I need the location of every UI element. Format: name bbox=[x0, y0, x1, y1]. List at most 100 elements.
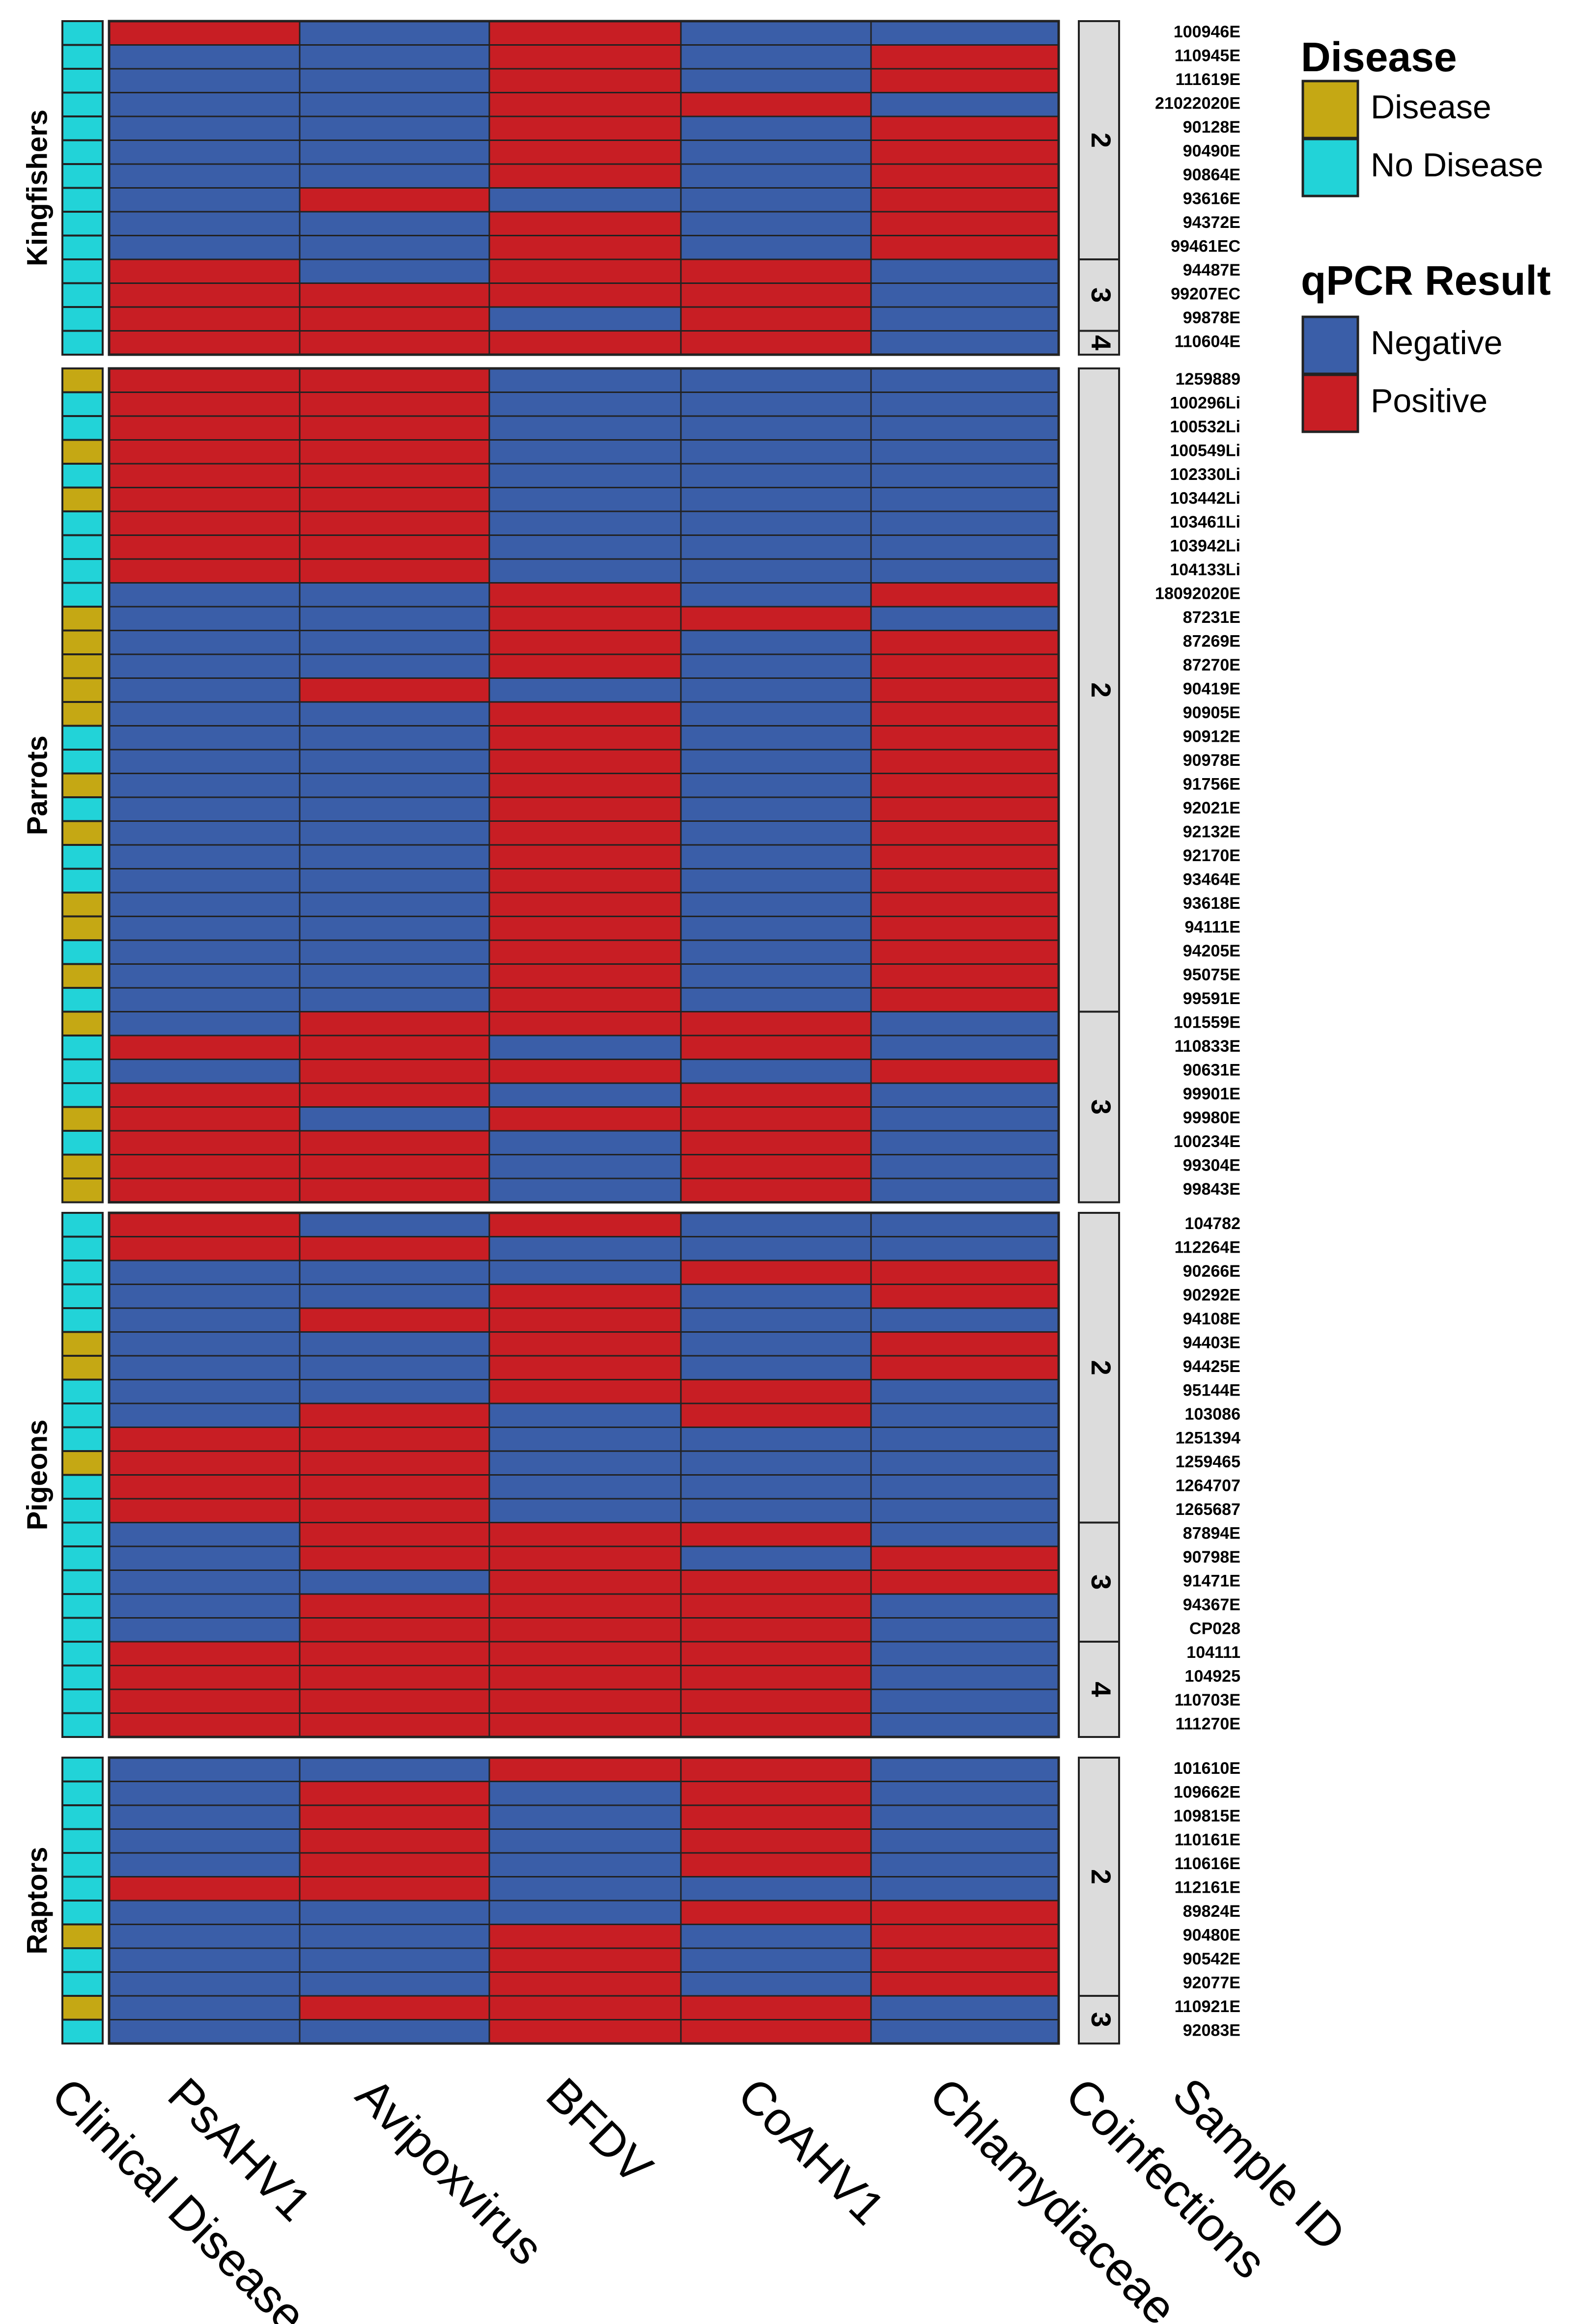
disease-cell bbox=[61, 1995, 104, 2021]
sample-id-label: 90631E bbox=[1183, 1061, 1240, 1080]
result-cell-psahv1 bbox=[108, 258, 301, 284]
result-cell-psahv1 bbox=[108, 1712, 301, 1738]
disease-cell bbox=[61, 1474, 104, 1500]
result-cell-bfdv bbox=[488, 963, 682, 989]
result-cell-coahv1 bbox=[680, 1402, 872, 1428]
disease-cell bbox=[61, 820, 104, 846]
result-cell-chlamydiaceae bbox=[870, 701, 1060, 727]
result-cell-chlamydiaceae bbox=[870, 749, 1060, 774]
sample-id-label: 103442Li bbox=[1170, 489, 1240, 508]
result-cell-chlamydiaceae bbox=[870, 725, 1060, 751]
disease-cell bbox=[61, 772, 104, 798]
result-cell-psahv1 bbox=[108, 558, 301, 584]
result-cell-psahv1 bbox=[108, 20, 301, 46]
result-cell-psahv1 bbox=[108, 844, 301, 869]
result-cell-avipoxvirus bbox=[299, 1011, 490, 1036]
result-cell-coahv1 bbox=[680, 1236, 872, 1261]
result-cell-coahv1 bbox=[680, 1522, 872, 1547]
result-cell-psahv1 bbox=[108, 44, 301, 70]
sample-id-label: 21022020E bbox=[1155, 94, 1240, 113]
result-cell-bfdv bbox=[488, 1307, 682, 1333]
disease-cell bbox=[61, 306, 104, 332]
result-cell-bfdv bbox=[488, 1757, 682, 1782]
result-cell-psahv1 bbox=[108, 1688, 301, 1714]
disease-cell bbox=[61, 258, 104, 284]
result-cell-avipoxvirus bbox=[299, 1260, 490, 1285]
disease-cell bbox=[61, 1498, 104, 1524]
result-cell-psahv1 bbox=[108, 868, 301, 894]
result-cell-chlamydiaceae bbox=[870, 1177, 1060, 1203]
result-cell-avipoxvirus bbox=[299, 987, 490, 1012]
result-cell-avipoxvirus bbox=[299, 534, 490, 560]
result-cell-psahv1 bbox=[108, 330, 301, 356]
result-cell-avipoxvirus bbox=[299, 68, 490, 93]
coinfection-count-label: 3 bbox=[1086, 287, 1117, 303]
sample-id-label: 111270E bbox=[1176, 1715, 1240, 1734]
result-cell-avipoxvirus bbox=[299, 1059, 490, 1084]
disease-cell bbox=[61, 1757, 104, 1783]
result-cell-avipoxvirus bbox=[299, 1995, 490, 2020]
result-cell-avipoxvirus bbox=[299, 92, 490, 117]
result-cell-avipoxvirus bbox=[299, 330, 490, 356]
disease-cell bbox=[61, 2018, 104, 2044]
disease-cell bbox=[61, 20, 104, 46]
result-cell-avipoxvirus bbox=[299, 1082, 490, 1108]
sample-id-label: 90266E bbox=[1183, 1262, 1240, 1281]
result-cell-psahv1 bbox=[108, 1876, 301, 1902]
result-cell-chlamydiaceae bbox=[870, 282, 1060, 308]
result-cell-psahv1 bbox=[108, 582, 301, 608]
sample-id-label: 93616E bbox=[1183, 190, 1240, 208]
result-cell-avipoxvirus bbox=[299, 282, 490, 308]
result-cell-coahv1 bbox=[680, 1852, 872, 1877]
result-cell-coahv1 bbox=[680, 44, 872, 70]
sample-id-label: 90912E bbox=[1183, 728, 1240, 746]
sample-id-label: 109815E bbox=[1174, 1807, 1240, 1825]
result-cell-chlamydiaceae bbox=[870, 773, 1060, 798]
disease-cell bbox=[61, 1947, 104, 1973]
result-cell-psahv1 bbox=[108, 187, 301, 213]
coinfection-count-label: 3 bbox=[1086, 1099, 1117, 1115]
result-cell-avipoxvirus bbox=[299, 1402, 490, 1428]
result-cell-avipoxvirus bbox=[299, 1828, 490, 1854]
sample-id-label: 87270E bbox=[1183, 656, 1240, 674]
result-cell-chlamydiaceae bbox=[870, 1236, 1060, 1261]
result-cell-psahv1 bbox=[108, 163, 301, 189]
coinfection-segment bbox=[1078, 1521, 1120, 1643]
result-cell-chlamydiaceae bbox=[870, 1876, 1060, 1902]
result-cell-avipoxvirus bbox=[299, 1106, 490, 1132]
sample-id-label: 92083E bbox=[1183, 2021, 1240, 2040]
coinfection-count-label: 2 bbox=[1086, 1360, 1117, 1375]
result-cell-avipoxvirus bbox=[299, 677, 490, 703]
result-cell-bfdv bbox=[488, 1498, 682, 1523]
result-cell-coahv1 bbox=[680, 653, 872, 679]
disease-cell bbox=[61, 486, 104, 512]
result-cell-psahv1 bbox=[108, 1900, 301, 1925]
result-cell-bfdv bbox=[488, 1876, 682, 1902]
result-cell-bfdv bbox=[488, 20, 682, 46]
result-cell-coahv1 bbox=[680, 725, 872, 751]
disease-cell bbox=[61, 1521, 104, 1547]
result-cell-coahv1 bbox=[680, 1450, 872, 1476]
sample-id-label: 100234E bbox=[1174, 1132, 1240, 1151]
legend-label-negative: Negative bbox=[1371, 324, 1502, 362]
sample-id-label: 99304E bbox=[1183, 1156, 1240, 1175]
result-cell-bfdv bbox=[488, 1900, 682, 1925]
result-cell-chlamydiaceae bbox=[870, 606, 1060, 631]
coinfection-count-label: 4 bbox=[1086, 1681, 1117, 1697]
result-cell-chlamydiaceae bbox=[870, 1545, 1060, 1571]
disease-cell bbox=[61, 510, 104, 536]
result-cell-psahv1 bbox=[108, 916, 301, 941]
result-cell-bfdv bbox=[488, 415, 682, 441]
result-cell-avipoxvirus bbox=[299, 1712, 490, 1738]
disease-cell bbox=[61, 1971, 104, 1997]
result-cell-bfdv bbox=[488, 677, 682, 703]
result-cell-psahv1 bbox=[108, 2019, 301, 2044]
result-cell-coahv1 bbox=[680, 510, 872, 536]
result-cell-psahv1 bbox=[108, 1757, 301, 1782]
result-cell-chlamydiaceae bbox=[870, 140, 1060, 165]
result-cell-psahv1 bbox=[108, 306, 301, 332]
result-cell-psahv1 bbox=[108, 653, 301, 679]
result-cell-avipoxvirus bbox=[299, 1307, 490, 1333]
disease-cell bbox=[61, 439, 104, 465]
result-cell-chlamydiaceae bbox=[870, 653, 1060, 679]
